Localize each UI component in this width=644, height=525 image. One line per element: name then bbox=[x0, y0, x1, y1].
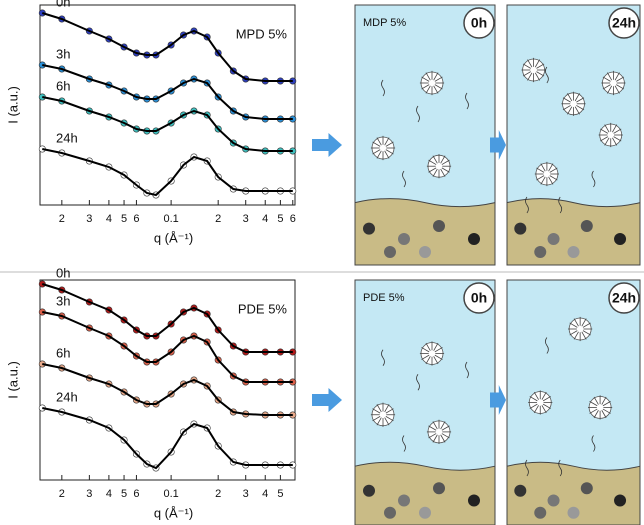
series-label: 6h bbox=[56, 345, 70, 360]
x-tick-label: 2 bbox=[215, 488, 221, 500]
rock bbox=[433, 482, 445, 494]
time-label: 0h bbox=[471, 15, 487, 31]
x-axis-label: q (Å⁻¹) bbox=[154, 230, 193, 245]
rock bbox=[614, 495, 626, 507]
figure: 0hMDP 5%24h0hPDE 5%24h 234560.123456q (Å… bbox=[0, 0, 644, 525]
x-tick-label: 3 bbox=[243, 213, 249, 225]
fit-line bbox=[42, 284, 292, 352]
rock bbox=[419, 246, 431, 258]
rock bbox=[468, 495, 480, 507]
rock bbox=[548, 233, 560, 245]
x-tick-label: 2 bbox=[59, 213, 65, 225]
rock bbox=[614, 233, 626, 245]
x-tick-label: 3 bbox=[86, 213, 92, 225]
rock bbox=[433, 220, 445, 232]
x-tick-label: 4 bbox=[262, 488, 268, 500]
x-tick-label: 3 bbox=[243, 488, 249, 500]
fit-line bbox=[42, 65, 292, 119]
rock bbox=[384, 246, 396, 258]
rock bbox=[534, 246, 546, 258]
series-label: 0h bbox=[56, 0, 70, 9]
rock bbox=[419, 507, 431, 519]
rock bbox=[384, 507, 396, 519]
fit-line bbox=[42, 408, 292, 468]
schematic-label: MDP 5% bbox=[363, 17, 406, 29]
rock bbox=[514, 223, 526, 235]
rock bbox=[581, 220, 593, 232]
x-tick-label: 0.1 bbox=[163, 488, 178, 500]
fit-line bbox=[42, 97, 292, 151]
rock bbox=[398, 495, 410, 507]
rock bbox=[568, 246, 580, 258]
series-label: 3h bbox=[56, 46, 70, 61]
rock bbox=[568, 507, 580, 519]
time-label: 24h bbox=[612, 290, 636, 306]
rock bbox=[534, 507, 546, 519]
fit-line bbox=[42, 364, 292, 415]
x-tick-label: 4 bbox=[106, 213, 112, 225]
x-tick-label: 6 bbox=[290, 213, 296, 225]
fit-line bbox=[42, 13, 292, 81]
x-tick-label: 6 bbox=[133, 213, 139, 225]
schematics: 0h MDP 5% 24h 0h PDE 5% 24h bbox=[312, 5, 640, 525]
schematic-label: PDE 5% bbox=[363, 292, 405, 304]
x-tick-label: 6 bbox=[133, 488, 139, 500]
x-tick-label: 3 bbox=[86, 488, 92, 500]
y-axis-label: I (a.u.) bbox=[5, 86, 20, 124]
series-label: 0h bbox=[56, 265, 70, 280]
x-tick-label: 5 bbox=[121, 213, 127, 225]
arrow bbox=[312, 388, 342, 412]
x-tick-label: 4 bbox=[106, 488, 112, 500]
series-label: 24h bbox=[56, 389, 78, 404]
x-tick-label: 5 bbox=[121, 488, 127, 500]
x-tick-label: 0.1 bbox=[163, 213, 178, 225]
x-tick-label: 2 bbox=[59, 488, 65, 500]
arrow bbox=[312, 133, 342, 157]
rock bbox=[363, 485, 375, 497]
rock bbox=[398, 233, 410, 245]
rock bbox=[363, 223, 375, 235]
x-tick-label: 4 bbox=[262, 213, 268, 225]
fit-line bbox=[42, 312, 292, 382]
x-tick-label: 5 bbox=[277, 213, 283, 225]
chart-title: MPD 5% bbox=[236, 26, 288, 41]
series-label: 6h bbox=[56, 78, 70, 93]
x-tick-label: 5 bbox=[277, 488, 283, 500]
x-tick-label: 2 bbox=[215, 213, 221, 225]
chart-title: PDE 5% bbox=[238, 301, 288, 316]
fit-line bbox=[42, 149, 292, 195]
rock bbox=[548, 495, 560, 507]
rock bbox=[514, 485, 526, 497]
x-axis-label: q (Å⁻¹) bbox=[154, 505, 193, 520]
series-label: 24h bbox=[56, 130, 78, 145]
time-label: 0h bbox=[471, 290, 487, 306]
y-axis-label: I (a.u.) bbox=[5, 361, 20, 399]
rock bbox=[468, 233, 480, 245]
series-label: 3h bbox=[56, 293, 70, 308]
rock bbox=[581, 482, 593, 494]
time-label: 24h bbox=[612, 15, 636, 31]
